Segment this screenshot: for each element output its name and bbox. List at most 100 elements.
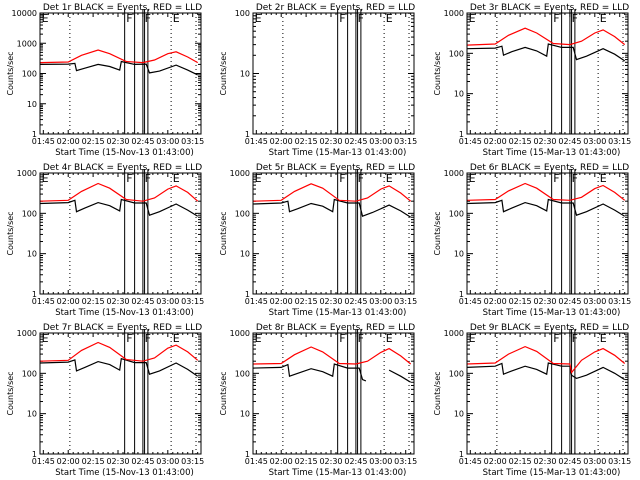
events-series-line (39, 60, 198, 76)
x-tick-label: 03:00 (583, 137, 606, 146)
x-tick-label: 02:45 (131, 297, 154, 306)
y-tick-label: 1000 (230, 329, 250, 338)
x-tick-label: 02:45 (131, 137, 154, 146)
y-tick-label: 1 (459, 290, 464, 299)
events-series-line (39, 357, 199, 377)
y-axis-label: Counts/sec (433, 371, 442, 415)
y-tick-label: 1 (245, 130, 250, 139)
y-tick-label: 100 (22, 70, 37, 79)
x-tick-label: 01:45 (459, 137, 482, 146)
x-tick-label: 02:45 (344, 297, 367, 306)
lld-series-line (252, 346, 412, 365)
plot-frame (39, 332, 202, 455)
x-tick-label: 02:00 (484, 297, 507, 306)
y-axis-label: Counts/sec (6, 211, 15, 255)
x-tick-label: 02:15 (509, 297, 532, 306)
flag-label: E (42, 12, 49, 25)
x-tick-label: 02:15 (295, 137, 318, 146)
y-tick-label: 10 (27, 250, 37, 259)
y-tick-label: 1000 (444, 9, 464, 18)
x-axis-label: Start Time (15-Nov-13 01:43:00) (55, 308, 194, 318)
chart-panel: Det 7r BLACK = Events, RED = LLD Counts/s… (6, 323, 204, 478)
x-tick-label: 02:30 (533, 137, 556, 146)
flag-label: F (145, 12, 151, 25)
chart-title: Det 2r BLACK = Events, RED = LLD (256, 3, 415, 13)
x-tick-label: 01:45 (459, 457, 482, 466)
x-tick-label: 03:00 (369, 137, 392, 146)
flag-label: F (358, 332, 364, 345)
flag-label: E (600, 332, 607, 345)
x-tick-label: 03:00 (583, 297, 606, 306)
x-tick-label: 01:45 (245, 137, 268, 146)
flag-label: F (126, 12, 132, 25)
x-tick-label: 02:30 (319, 457, 342, 466)
flag-label: F (145, 172, 151, 185)
flag-label: E (173, 332, 180, 345)
x-tick-label: 03:00 (156, 297, 179, 306)
chart-title: Det 8r BLACK = Events, RED = LLD (256, 323, 415, 333)
flag-label: E (386, 12, 393, 25)
y-tick-label: 1 (245, 290, 250, 299)
chart-title: Det 5r BLACK = Events, RED = LLD (256, 163, 415, 173)
chart-panel: Det 8r BLACK = Events, RED = LLD Counts/s… (219, 323, 417, 478)
flag-label: F (553, 12, 559, 25)
x-tick-label: 03:15 (608, 457, 631, 466)
lld-series-line (39, 182, 199, 202)
y-tick-label: 10 (454, 250, 464, 259)
x-tick-label: 03:15 (394, 297, 417, 306)
y-tick-label: 100 (22, 369, 37, 378)
flag-label: F (339, 172, 345, 185)
y-tick-label: 100 (235, 9, 250, 18)
y-tick-label: 1000 (17, 39, 37, 48)
y-tick-label: 1000 (17, 329, 37, 338)
x-tick-label: 02:45 (558, 457, 581, 466)
y-tick-label: 100 (449, 209, 464, 218)
x-tick-label: 02:45 (558, 297, 581, 306)
y-tick-label: 1 (459, 450, 464, 459)
y-axis-label: Counts/sec (219, 371, 228, 415)
x-tick-label: 02:30 (533, 457, 556, 466)
events-series-line (466, 43, 626, 62)
x-tick-label: 02:15 (295, 457, 318, 466)
y-tick-label: 10 (27, 410, 37, 419)
y-axis-label: Counts/sec (219, 211, 228, 255)
chart-title: Det 4r BLACK = Events, RED = LLD (43, 163, 202, 173)
x-axis-label: Start Time (15-Mar-13 01:43:00) (483, 148, 621, 158)
chart-title: Det 9r BLACK = Events, RED = LLD (470, 323, 629, 333)
lld-series-line (39, 341, 199, 362)
flag-label: E (42, 172, 49, 185)
x-tick-label: 03:15 (181, 297, 204, 306)
y-tick-label: 10 (240, 250, 250, 259)
y-tick-label: 1 (32, 290, 37, 299)
flag-label: E (600, 12, 607, 25)
x-tick-label: 03:00 (369, 457, 392, 466)
x-tick-label: 02:15 (82, 457, 105, 466)
flag-label: E (42, 332, 49, 345)
x-tick-label: 02:00 (484, 457, 507, 466)
x-tick-label: 01:45 (245, 457, 268, 466)
x-tick-label: 03:15 (181, 457, 204, 466)
events-series-line (252, 363, 412, 383)
x-tick-label: 02:45 (344, 137, 367, 146)
y-tick-label: 1000 (17, 169, 37, 178)
flag-label: E (469, 332, 476, 345)
x-tick-label: 02:45 (131, 457, 154, 466)
y-tick-label: 10000 (12, 9, 37, 18)
y-tick-label: 10 (240, 70, 250, 79)
flag-label: F (553, 332, 559, 345)
x-tick-label: 03:00 (369, 297, 392, 306)
y-tick-label: 100 (22, 209, 37, 218)
x-tick-label: 01:45 (459, 297, 482, 306)
y-tick-label: 100 (449, 49, 464, 58)
y-tick-label: 100 (449, 369, 464, 378)
y-axis-label: Counts/sec (433, 51, 442, 95)
flag-label: E (255, 332, 262, 345)
flag-label: E (173, 172, 180, 185)
flag-label: F (145, 332, 151, 345)
lld-series-line (466, 345, 626, 374)
flag-label: E (600, 172, 607, 185)
x-tick-label: 02:15 (509, 457, 532, 466)
y-tick-label: 10 (454, 90, 464, 99)
plot-frame (252, 172, 415, 295)
